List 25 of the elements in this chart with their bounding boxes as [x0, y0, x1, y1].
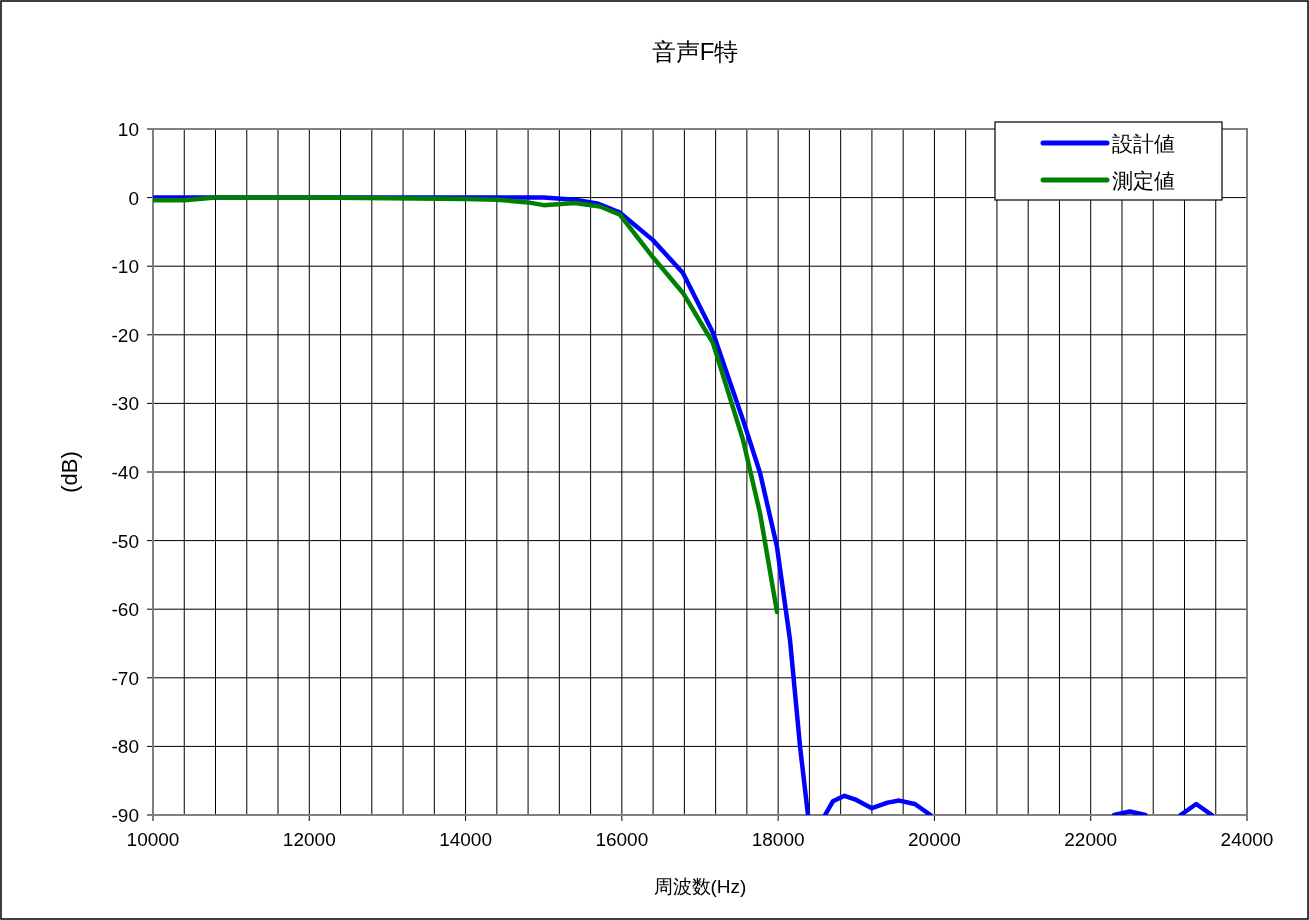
y-axis-title: (dB) — [57, 451, 82, 493]
chart-title: 音声F特 — [651, 38, 739, 65]
y-tick-label: -80 — [111, 736, 139, 758]
y-tick-label: -90 — [111, 805, 139, 826]
legend-label: 設計値 — [1112, 132, 1175, 155]
y-tick-label: -10 — [111, 256, 139, 278]
y-tick-label: -70 — [111, 667, 139, 689]
x-axis-title: 周波数(Hz) — [653, 876, 747, 897]
x-tick-label: 14000 — [439, 829, 492, 850]
x-tick-label: 20000 — [908, 829, 961, 850]
y-tick-label: -40 — [111, 462, 139, 483]
x-tick-label: 16000 — [595, 829, 649, 850]
x-tick-label: 18000 — [751, 829, 805, 850]
y-tick-label: -60 — [111, 599, 139, 621]
x-tick-label: 22000 — [1064, 829, 1118, 850]
x-tick-label: 12000 — [282, 829, 336, 850]
legend-label: 測定値 — [1112, 169, 1175, 192]
y-tick-label: -20 — [111, 324, 139, 346]
y-tick-label: 0 — [128, 187, 139, 209]
y-tick-label: -50 — [111, 530, 139, 552]
line-series — [153, 195, 780, 615]
x-tick-label: 10000 — [126, 829, 180, 850]
y-tick-label: 10 — [117, 119, 139, 140]
y-tick-label: -30 — [111, 393, 139, 415]
x-tick-label: 24000 — [1220, 829, 1274, 850]
